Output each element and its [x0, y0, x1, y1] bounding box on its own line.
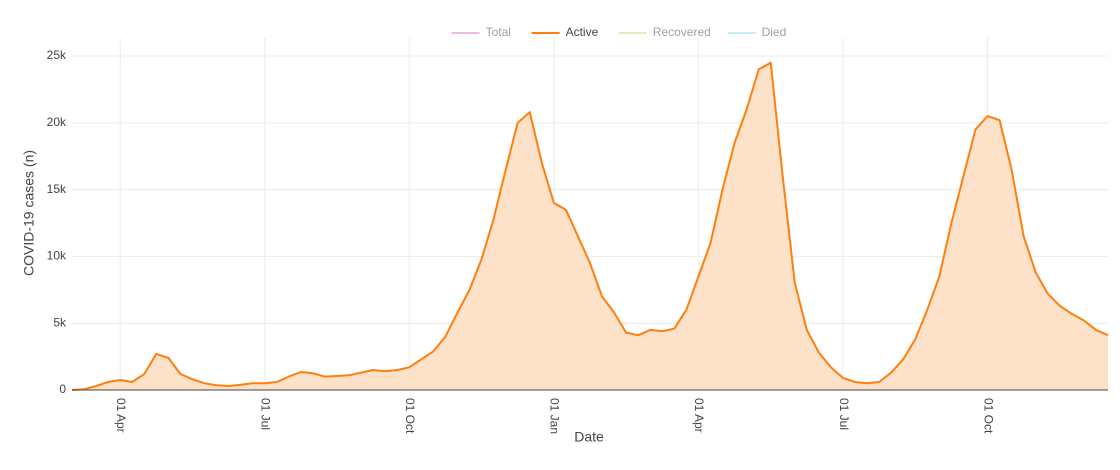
- x-tick-label: 01 Jan: [548, 398, 562, 434]
- legend-item[interactable]: Recovered: [618, 25, 711, 39]
- y-axis-title: COVID-19 cases (n): [21, 150, 37, 276]
- x-tick-label: 01 Oct: [403, 398, 417, 434]
- y-tick-label: 20k: [47, 115, 67, 129]
- legend-label: Total: [486, 25, 511, 39]
- y-tick-label: 25k: [47, 48, 67, 62]
- x-tick-label: 01 Jul: [259, 398, 273, 430]
- legend-label: Died: [762, 25, 787, 39]
- legend-item[interactable]: Total: [451, 25, 511, 39]
- x-tick-label: 01 Jul: [837, 398, 851, 430]
- x-tick-label: 01 Apr: [692, 398, 706, 433]
- x-tick-label: 01 Oct: [981, 398, 995, 434]
- line: [71, 61, 1109, 391]
- legend-label: Active: [566, 25, 599, 39]
- area-fill: [72, 62, 1108, 390]
- y-tick-label: 10k: [47, 249, 67, 263]
- legend-item[interactable]: Died: [727, 25, 787, 39]
- legend-label: Recovered: [653, 25, 711, 39]
- y-tick-label: 0: [59, 382, 66, 396]
- x-axis-title: Date: [574, 429, 604, 445]
- y-tick-label: 5k: [53, 315, 67, 329]
- x-tick-label: 01 Apr: [114, 398, 128, 433]
- legend-item[interactable]: Active: [531, 25, 599, 39]
- y-tick-label: 15k: [47, 182, 67, 196]
